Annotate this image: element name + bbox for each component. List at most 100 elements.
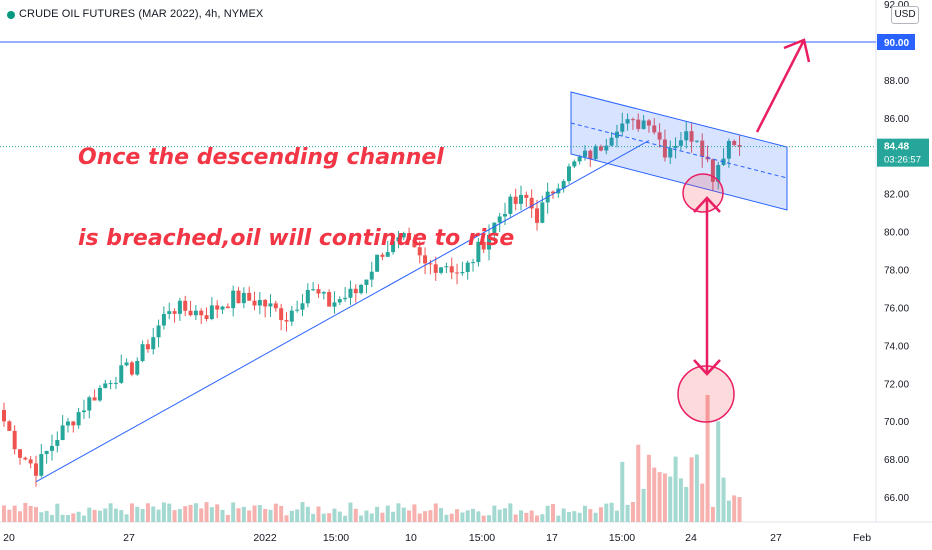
- channel-low-circle: [682, 173, 724, 213]
- volume-bar: [241, 506, 246, 522]
- volume-bar: [12, 505, 17, 522]
- candle-body: [630, 119, 635, 121]
- time-axis-label: 27: [123, 532, 135, 544]
- volume-bar: [311, 513, 316, 522]
- volume-bar: [609, 502, 614, 522]
- candle-body: [316, 289, 321, 294]
- volume-bar: [391, 511, 396, 522]
- volume-bar: [513, 514, 518, 522]
- volume-bar: [668, 476, 673, 522]
- volume-bar: [295, 509, 300, 522]
- volume-bar: [556, 515, 561, 522]
- volume-bar: [113, 508, 118, 522]
- volume-bar: [284, 515, 289, 522]
- volume-bar: [316, 506, 321, 522]
- candle-body: [657, 132, 662, 140]
- volume-bar: [151, 506, 156, 522]
- volume-bar: [231, 502, 236, 522]
- candle-body: [348, 288, 353, 298]
- candle-body: [407, 233, 412, 240]
- currency-badge[interactable]: USD: [891, 6, 919, 24]
- candle-body: [481, 241, 486, 250]
- volume-bar: [471, 508, 476, 522]
- volume-bar: [124, 514, 129, 522]
- candle-body: [167, 311, 172, 314]
- candle-body: [465, 262, 470, 273]
- price-tick-label: 72.00: [884, 379, 909, 390]
- candle-body: [700, 140, 705, 157]
- candle-body: [295, 309, 300, 311]
- volume-bar: [2, 505, 6, 522]
- channel-midline: [570, 122, 788, 179]
- candle-body: [204, 315, 209, 320]
- candle-body: [92, 397, 97, 401]
- candle-body: [151, 337, 156, 350]
- candle-body: [33, 463, 38, 476]
- volume-bar: [540, 514, 545, 522]
- volume-bar: [359, 515, 364, 522]
- candle-body: [332, 302, 337, 307]
- volume-bar: [737, 497, 742, 522]
- volume-bar: [369, 513, 374, 522]
- candle-body: [2, 409, 6, 422]
- volume-bar: [353, 508, 358, 522]
- volume-bar: [593, 512, 598, 522]
- candle-body: [220, 306, 225, 310]
- volume-bar: [566, 512, 571, 522]
- volume-bar: [428, 510, 433, 522]
- volume-bar: [76, 511, 81, 522]
- candle-body: [694, 140, 699, 142]
- volume-bar: [49, 514, 54, 522]
- time-axis-label: 24: [685, 532, 697, 544]
- volume-bar: [620, 461, 625, 522]
- candle-body: [460, 272, 465, 274]
- volume-bar: [700, 483, 705, 522]
- volume-bar: [215, 504, 220, 522]
- volume-bar: [684, 486, 689, 522]
- volume-bar: [188, 504, 193, 522]
- volume-bar: [492, 505, 497, 522]
- volume-bar: [726, 500, 731, 522]
- volume-bar: [364, 510, 369, 522]
- volume-bar: [694, 454, 699, 522]
- volume-bar: [524, 512, 529, 522]
- candle-body: [428, 263, 433, 265]
- volume-bar: [710, 506, 715, 522]
- candle-body: [519, 194, 524, 204]
- volume-bar: [614, 510, 619, 522]
- candle-body: [476, 241, 481, 263]
- bar-countdown-label: 03:26:57: [884, 155, 921, 166]
- volume-bar: [545, 505, 550, 522]
- candle-body: [588, 150, 593, 160]
- volume-bar: [97, 510, 102, 522]
- candle-body: [487, 234, 492, 250]
- volume-bar: [108, 503, 113, 522]
- candle-body: [161, 313, 166, 326]
- candle-body: [97, 387, 102, 401]
- price-axis-bg: [876, 0, 932, 522]
- breakout-arrow-shaft: [755, 41, 805, 133]
- candle-body: [23, 457, 28, 460]
- market-status-dot: [7, 11, 15, 19]
- candle-body: [39, 454, 44, 476]
- time-axis-label: 17: [546, 532, 558, 544]
- volume-bar: [401, 507, 406, 522]
- volume-bar: [641, 488, 646, 522]
- candle-body: [444, 266, 449, 268]
- candle-body: [353, 288, 358, 294]
- candle-body: [524, 194, 529, 198]
- volume-bar: [167, 503, 172, 522]
- volume-bar: [678, 478, 683, 522]
- volume-bar: [92, 509, 97, 522]
- candle-body: [433, 264, 438, 273]
- last-price-label: 84.48: [884, 142, 909, 153]
- volume-bar: [156, 509, 161, 522]
- candle-body: [129, 362, 134, 375]
- candle-body: [625, 119, 630, 124]
- candle-body: [455, 272, 460, 274]
- volume-bar: [209, 507, 214, 522]
- candle-body: [636, 119, 641, 129]
- volume-bar: [519, 510, 524, 522]
